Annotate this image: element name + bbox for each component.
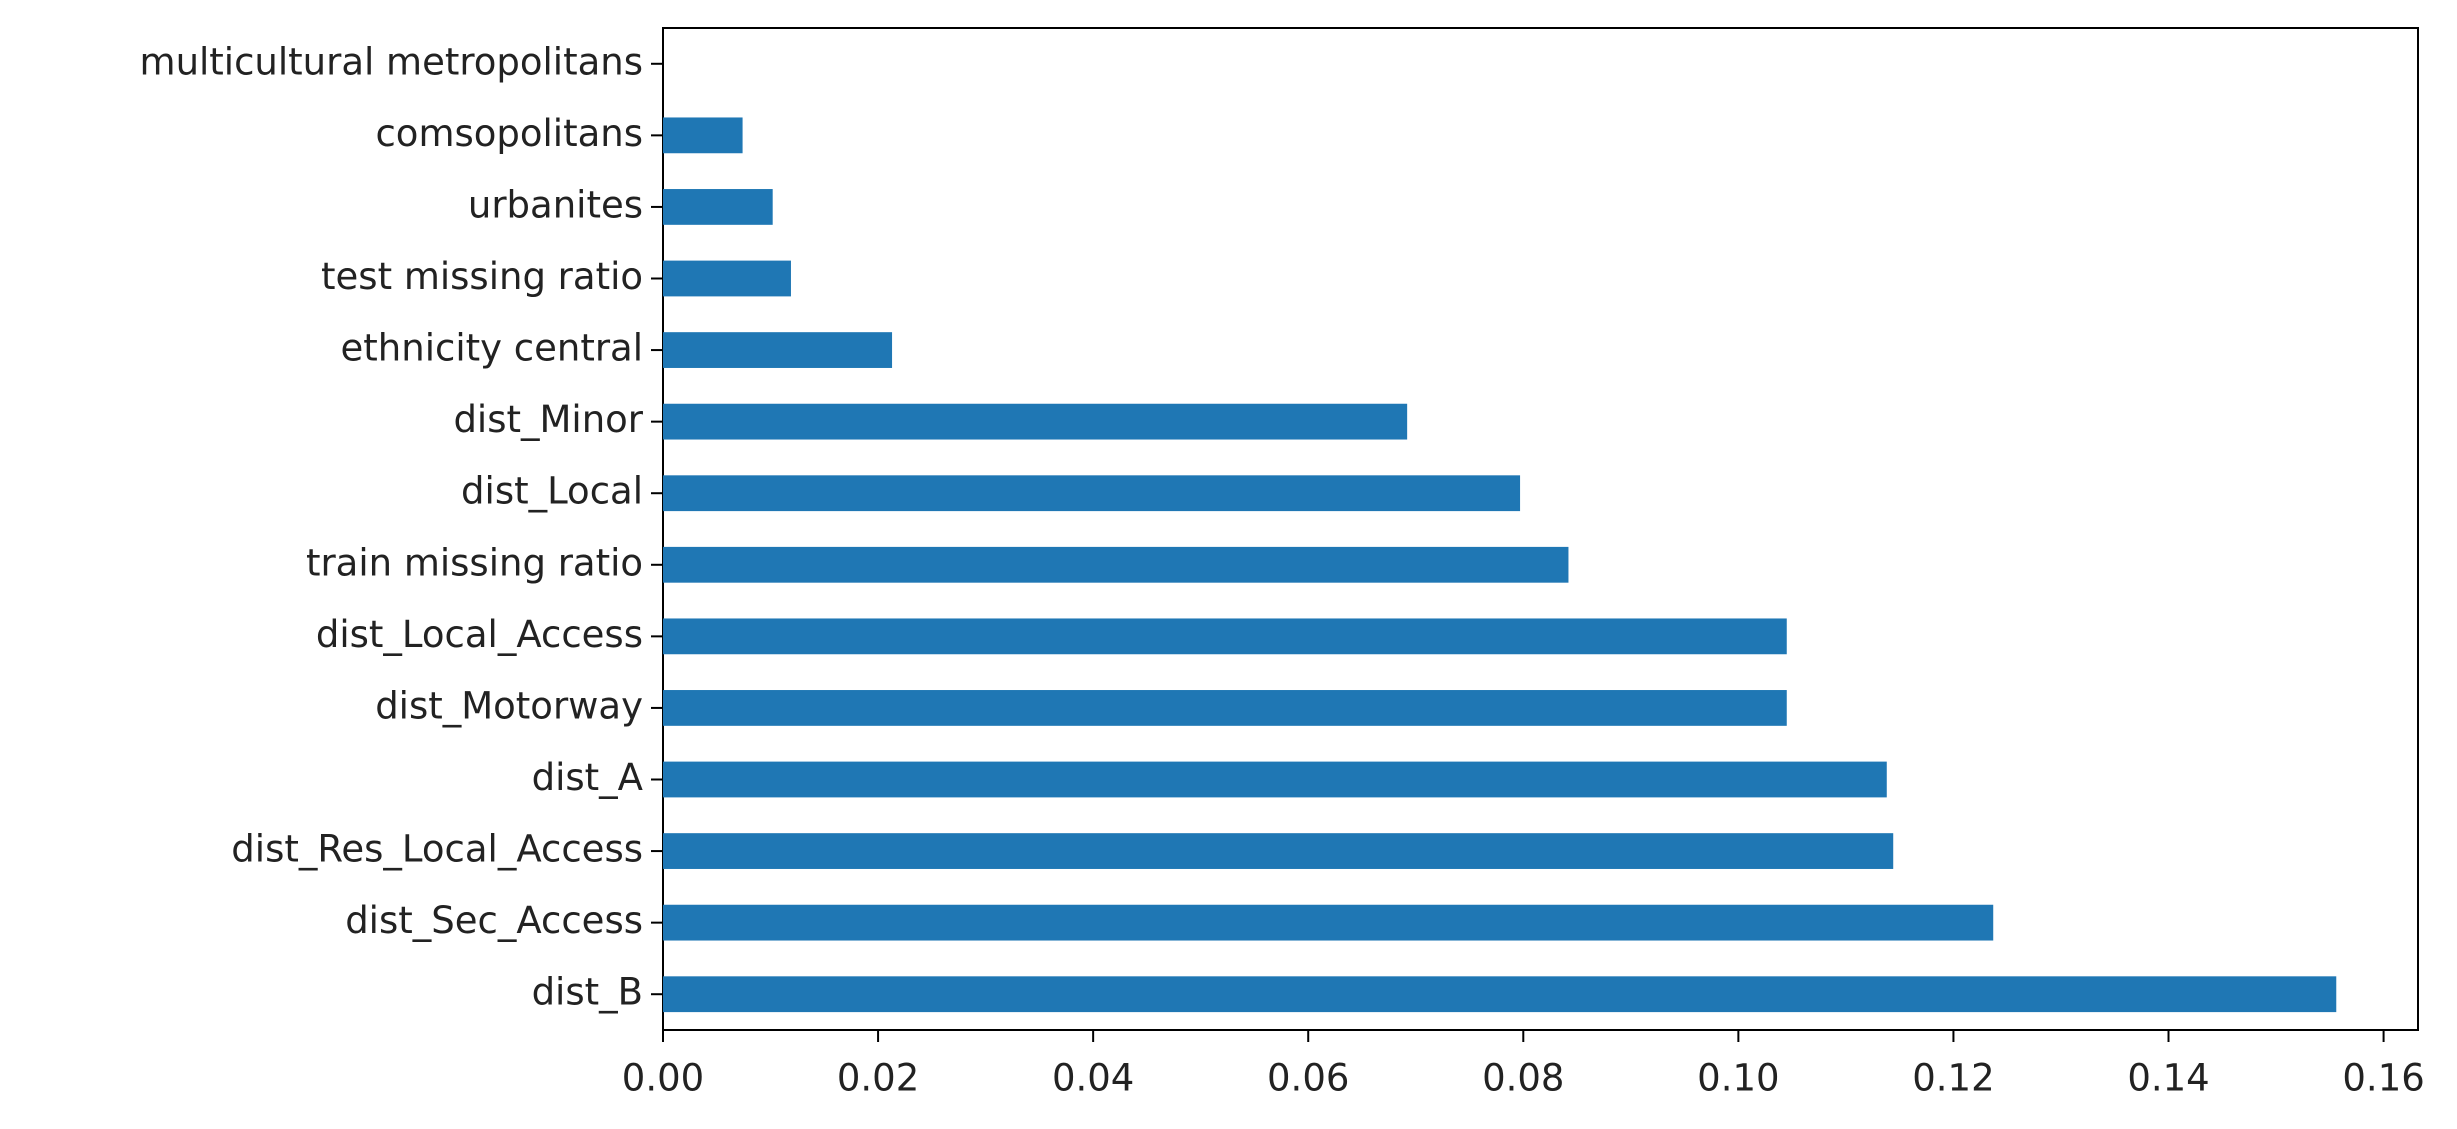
y-tick-label: urbanites bbox=[468, 183, 643, 226]
bar bbox=[663, 189, 773, 225]
y-tick-label: dist_Local_Access bbox=[316, 613, 643, 656]
x-tick-label: 0.08 bbox=[1482, 1057, 1564, 1100]
x-tick-label: 0.06 bbox=[1267, 1057, 1349, 1100]
y-tick-label: test missing ratio bbox=[321, 255, 643, 298]
bar bbox=[663, 904, 1994, 941]
bar bbox=[663, 260, 791, 297]
x-tick-label: 0.16 bbox=[2342, 1057, 2424, 1100]
y-tick-label: dist_A bbox=[532, 756, 643, 799]
bar bbox=[663, 332, 893, 368]
y-tick-label: dist_Sec_Access bbox=[345, 899, 643, 942]
y-tick-label: dist_Local bbox=[461, 470, 643, 513]
y-tick-label: train missing ratio bbox=[306, 541, 643, 584]
y-tick-label: multicultural metropolitans bbox=[140, 40, 643, 83]
plot-frame bbox=[662, 27, 2419, 1031]
x-tick-label: 0.10 bbox=[1697, 1057, 1779, 1100]
x-tick-label: 0.04 bbox=[1052, 1057, 1134, 1100]
y-tick-label: dist_Minor bbox=[453, 398, 643, 441]
bar bbox=[663, 403, 1408, 440]
y-tick-label: comsopolitans bbox=[375, 112, 643, 155]
bar bbox=[663, 976, 2337, 1013]
x-tick-label: 0.14 bbox=[2127, 1057, 2209, 1100]
bar bbox=[663, 546, 1569, 583]
bar bbox=[663, 475, 1521, 512]
y-tick-label: ethnicity central bbox=[341, 327, 643, 370]
x-tick-label: 0.12 bbox=[1912, 1057, 1994, 1100]
x-tick-label: 0.00 bbox=[622, 1057, 704, 1100]
bar bbox=[663, 618, 1787, 655]
bar bbox=[663, 117, 743, 154]
y-tick-label: dist_Motorway bbox=[375, 684, 643, 727]
y-tick-label: dist_B bbox=[532, 971, 643, 1014]
bar bbox=[663, 690, 1787, 726]
x-tick-label: 0.02 bbox=[837, 1057, 919, 1100]
bar bbox=[663, 833, 1894, 869]
y-tick-label: dist_Res_Local_Access bbox=[231, 828, 643, 871]
bar bbox=[663, 761, 1887, 798]
